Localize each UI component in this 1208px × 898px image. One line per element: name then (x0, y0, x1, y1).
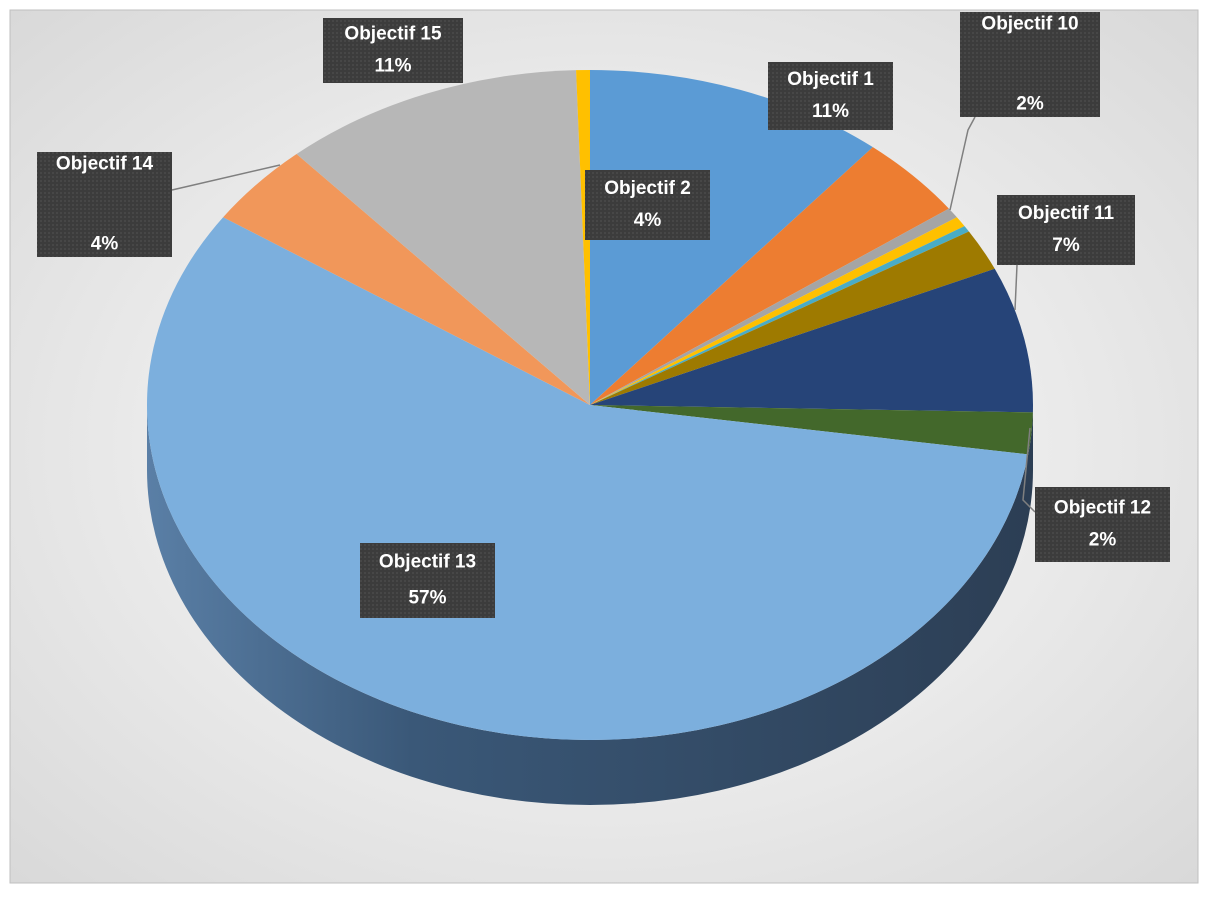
pie-slice (590, 405, 1033, 455)
slice-label: Objectif 15 (344, 24, 442, 45)
label-box (360, 543, 495, 618)
value-label: 2% (1016, 94, 1044, 115)
pie-slice (590, 268, 1033, 413)
label-box (1035, 487, 1170, 562)
labels: Objectif 1 11% Objectif 2 4% Objectif 10 2% Ob… (37, 12, 1170, 618)
pie-slice (576, 70, 590, 405)
label-box (997, 195, 1135, 265)
label-box (323, 18, 463, 83)
leader-line (1022, 427, 1036, 513)
slice-label: Objectif 2 (604, 178, 691, 199)
label-box (960, 12, 1100, 117)
value-label: 2% (1089, 530, 1117, 551)
pie-slice (590, 70, 873, 405)
pie-slice (590, 231, 995, 405)
leader-line (949, 116, 976, 211)
value-label: 4% (91, 234, 119, 255)
pie-slice (296, 70, 590, 406)
value-label: 57% (408, 588, 446, 609)
label-box (37, 152, 172, 257)
slice-label: Objectif 14 (56, 154, 154, 175)
pie-side (147, 405, 1033, 805)
leader-line (171, 164, 281, 191)
slice-label: Objectif 1 (787, 69, 874, 90)
slice-label: Objectif 13 (379, 552, 476, 573)
pie-slice (590, 208, 957, 405)
label-box (585, 170, 710, 240)
pie-slice (590, 147, 949, 405)
slice-label: Objectif 10 (981, 14, 1078, 35)
slice-label: Objectif 12 (1054, 498, 1151, 519)
value-label: 11% (812, 101, 849, 122)
pie-slice (590, 217, 965, 405)
leader-lines (171, 116, 1036, 513)
value-label: 7% (1052, 235, 1080, 256)
label-box (768, 62, 893, 130)
leader-line (1014, 264, 1018, 311)
value-label: 11% (375, 56, 412, 77)
pie-slice (590, 226, 969, 405)
pie-slice (223, 154, 590, 405)
value-label: 4% (634, 210, 662, 231)
slice-label: Objectif 11 (1018, 203, 1115, 224)
